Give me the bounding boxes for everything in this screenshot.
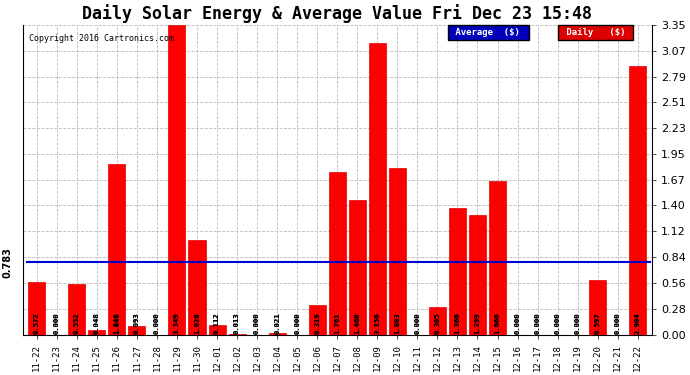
Bar bbox=[28, 282, 46, 335]
Text: 0.093: 0.093 bbox=[134, 313, 140, 334]
Bar bbox=[328, 172, 346, 335]
Text: 0.093: 0.093 bbox=[134, 313, 140, 334]
Text: 0.021: 0.021 bbox=[274, 313, 280, 334]
Text: 0.783: 0.783 bbox=[3, 247, 12, 278]
Text: 0.305: 0.305 bbox=[435, 313, 440, 334]
Bar bbox=[168, 25, 186, 335]
Text: 0.552: 0.552 bbox=[74, 313, 80, 334]
Text: 0.572: 0.572 bbox=[34, 313, 40, 334]
Text: 0.000: 0.000 bbox=[555, 313, 561, 334]
Bar bbox=[469, 214, 486, 335]
Text: 1.846: 1.846 bbox=[114, 313, 120, 334]
Text: 0.000: 0.000 bbox=[615, 313, 621, 334]
Text: 1.460: 1.460 bbox=[354, 313, 360, 334]
Text: 0.000: 0.000 bbox=[294, 313, 300, 334]
Text: 2.904: 2.904 bbox=[635, 313, 641, 334]
Text: 1.803: 1.803 bbox=[395, 313, 400, 334]
Text: 1.299: 1.299 bbox=[475, 313, 480, 334]
Text: 1.026: 1.026 bbox=[194, 313, 200, 334]
Text: 0.013: 0.013 bbox=[234, 313, 240, 334]
Text: 0.000: 0.000 bbox=[535, 313, 540, 334]
Text: 0.021: 0.021 bbox=[274, 313, 280, 334]
Text: 1.366: 1.366 bbox=[455, 313, 460, 334]
Text: 0.000: 0.000 bbox=[555, 313, 561, 334]
Bar bbox=[208, 324, 226, 335]
Bar bbox=[489, 181, 506, 335]
Text: 0.319: 0.319 bbox=[314, 313, 320, 334]
Text: 0.048: 0.048 bbox=[94, 313, 100, 334]
Text: 0.000: 0.000 bbox=[415, 313, 420, 334]
Text: 0.013: 0.013 bbox=[234, 313, 240, 334]
Bar bbox=[348, 200, 366, 335]
Bar bbox=[188, 240, 206, 335]
Text: Copyright 2016 Cartronics.com: Copyright 2016 Cartronics.com bbox=[29, 34, 174, 43]
Text: 0.552: 0.552 bbox=[74, 313, 80, 334]
Title: Daily Solar Energy & Average Value Fri Dec 23 15:48: Daily Solar Energy & Average Value Fri D… bbox=[82, 4, 592, 23]
Text: 0.597: 0.597 bbox=[595, 313, 601, 334]
Bar bbox=[368, 43, 386, 335]
Text: 1.460: 1.460 bbox=[354, 313, 360, 334]
Text: 0.000: 0.000 bbox=[575, 313, 581, 334]
Text: 0.000: 0.000 bbox=[54, 313, 60, 334]
Text: 0.112: 0.112 bbox=[214, 313, 220, 334]
Bar bbox=[88, 330, 106, 335]
Bar bbox=[268, 333, 286, 335]
Bar bbox=[108, 164, 126, 335]
Bar bbox=[429, 307, 446, 335]
Bar bbox=[589, 280, 607, 335]
Bar bbox=[629, 66, 647, 335]
Text: 1.366: 1.366 bbox=[455, 313, 460, 334]
Text: 1.803: 1.803 bbox=[395, 313, 400, 334]
Bar bbox=[128, 326, 146, 335]
Text: 1.666: 1.666 bbox=[495, 313, 500, 334]
Text: 3.156: 3.156 bbox=[374, 313, 380, 334]
Bar bbox=[228, 334, 246, 335]
Text: 0.000: 0.000 bbox=[535, 313, 540, 334]
Text: 1.666: 1.666 bbox=[495, 313, 500, 334]
Text: 2.904: 2.904 bbox=[635, 313, 641, 334]
Bar bbox=[449, 209, 466, 335]
Text: 0.000: 0.000 bbox=[575, 313, 581, 334]
Text: 0.112: 0.112 bbox=[214, 313, 220, 334]
Text: 0.000: 0.000 bbox=[54, 313, 60, 334]
Text: 3.349: 3.349 bbox=[174, 313, 180, 334]
Text: 0.597: 0.597 bbox=[595, 313, 601, 334]
Text: 3.156: 3.156 bbox=[374, 313, 380, 334]
Text: 0.000: 0.000 bbox=[154, 313, 160, 334]
Bar bbox=[389, 168, 406, 335]
Text: 0.048: 0.048 bbox=[94, 313, 100, 334]
Text: Daily   ($): Daily ($) bbox=[560, 28, 631, 37]
Text: 1.299: 1.299 bbox=[475, 313, 480, 334]
Text: 0.000: 0.000 bbox=[154, 313, 160, 334]
Text: 0.000: 0.000 bbox=[294, 313, 300, 334]
Text: 1.761: 1.761 bbox=[334, 313, 340, 334]
Bar bbox=[68, 284, 86, 335]
Text: 0.000: 0.000 bbox=[254, 313, 260, 334]
Text: 0.319: 0.319 bbox=[314, 313, 320, 334]
Text: 0.000: 0.000 bbox=[515, 313, 520, 334]
Text: 0.000: 0.000 bbox=[415, 313, 420, 334]
Text: 1.761: 1.761 bbox=[334, 313, 340, 334]
Text: 3.349: 3.349 bbox=[174, 313, 180, 334]
Text: 0.305: 0.305 bbox=[435, 313, 440, 334]
Text: 0.000: 0.000 bbox=[615, 313, 621, 334]
Text: 0.572: 0.572 bbox=[34, 313, 40, 334]
Bar bbox=[308, 305, 326, 335]
Text: 0.000: 0.000 bbox=[254, 313, 260, 334]
Text: Average  ($): Average ($) bbox=[451, 28, 526, 37]
Text: 1.026: 1.026 bbox=[194, 313, 200, 334]
Text: 1.846: 1.846 bbox=[114, 313, 120, 334]
Text: 0.000: 0.000 bbox=[515, 313, 520, 334]
